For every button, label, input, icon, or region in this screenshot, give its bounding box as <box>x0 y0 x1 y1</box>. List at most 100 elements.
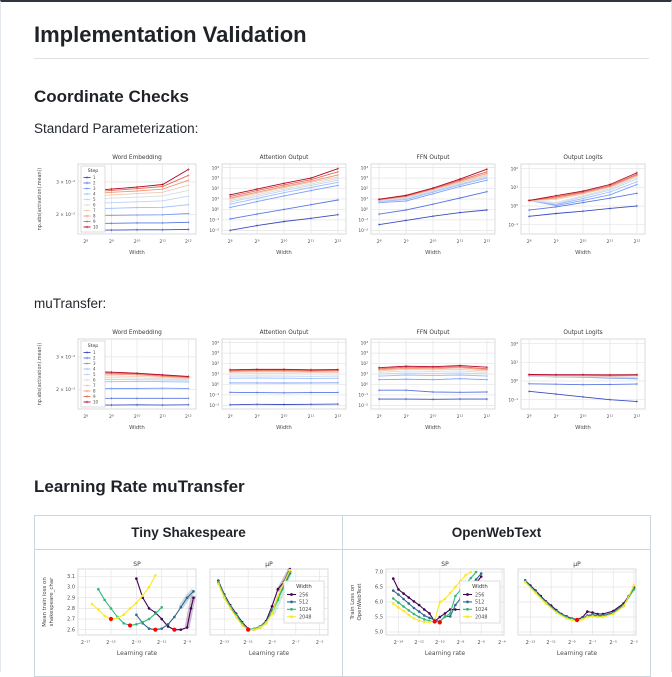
svg-text:3 × 10⁻²: 3 × 10⁻² <box>56 355 75 361</box>
svg-text:2⁻⁹: 2⁻⁹ <box>183 640 191 646</box>
svg-text:Learning rate: Learning rate <box>249 650 289 657</box>
svg-text:Train Loss on: Train Loss on <box>350 585 356 621</box>
svg-text:10⁻¹: 10⁻¹ <box>359 217 369 223</box>
output-logits-mup-chart: 2⁸ 2⁹ 2¹⁰ 2¹¹ 2¹² 10² 10¹ 10⁰ 10⁻¹ Output Logits W… <box>508 330 646 431</box>
svg-text:10⁴: 10⁴ <box>361 340 369 346</box>
svg-text:Width: Width <box>575 250 591 256</box>
svg-text:FFN Output: FFN Output <box>417 155 451 161</box>
svg-text:2⁹: 2⁹ <box>404 239 409 245</box>
svg-text:2¹²: 2¹² <box>335 414 342 420</box>
table-header-row: Tiny Shakespeare OpenWebText <box>34 515 651 550</box>
svg-text:Learning rate: Learning rate <box>117 650 157 657</box>
mup-coordinate-check-charts: 2⁸ 2⁹ 2¹⁰ 2¹¹ 2¹² 2 × 10⁻² 3 × 10⁻² Word Embedd… <box>34 325 649 443</box>
svg-text:2⁹: 2⁹ <box>404 414 409 420</box>
sp-coordinate-check-charts: 2⁸ 2⁹ 2¹⁰ 2¹¹ 2¹² 2 × 10⁻² 3 × 10⁻² Word Embedd… <box>34 150 649 268</box>
svg-text:10¹: 10¹ <box>212 372 220 378</box>
svg-text:2⁻⁵: 2⁻⁵ <box>316 640 324 646</box>
svg-text:10⁻²: 10⁻² <box>359 228 369 234</box>
svg-text:10⁻¹: 10⁻¹ <box>508 397 518 403</box>
svg-text:np.abs(activation).mean(): np.abs(activation).mean() <box>37 343 43 406</box>
svg-text:5.0: 5.0 <box>375 630 383 636</box>
svg-text:2⁻³: 2⁻³ <box>630 640 638 646</box>
svg-text:FFN Output: FFN Output <box>417 330 451 336</box>
column-header-openwebtext: OpenWebText <box>342 515 651 550</box>
svg-text:2⁻¹³: 2⁻¹³ <box>526 640 536 646</box>
svg-text:2⁸: 2⁸ <box>83 414 88 420</box>
svg-text:3 × 10⁻²: 3 × 10⁻² <box>56 180 75 186</box>
svg-text:2⁻¹⁵: 2⁻¹⁵ <box>106 640 116 646</box>
svg-text:5.5: 5.5 <box>375 615 383 621</box>
svg-text:2⁻¹⁰: 2⁻¹⁰ <box>435 640 445 646</box>
svg-text:8: 8 <box>93 389 96 394</box>
svg-text:3: 3 <box>93 186 96 191</box>
svg-text:2¹¹: 2¹¹ <box>308 414 315 420</box>
svg-text:10²: 10² <box>510 341 518 347</box>
svg-text:2⁻⁹: 2⁻⁹ <box>568 640 576 646</box>
svg-text:1024: 1024 <box>475 607 487 613</box>
lr-transfer-table: Tiny Shakespeare OpenWebText Mean train … <box>34 515 651 677</box>
svg-text:2⁸: 2⁸ <box>377 239 382 245</box>
svg-text:2⁻⁸: 2⁻⁸ <box>457 640 465 646</box>
svg-text:SP: SP <box>133 561 141 568</box>
section-heading-lr-mutransfer: Learning Rate muTransfer <box>34 477 245 496</box>
svg-text:512: 512 <box>475 600 484 606</box>
svg-text:Mean train loss on: Mean train loss on <box>42 577 48 627</box>
svg-text:2⁸: 2⁸ <box>526 239 531 245</box>
svg-text:2⁻¹¹: 2⁻¹¹ <box>546 640 556 646</box>
svg-text:2¹²: 2¹² <box>185 414 192 420</box>
svg-text:2¹²: 2¹² <box>185 239 192 245</box>
svg-text:10⁰: 10⁰ <box>361 382 369 388</box>
svg-text:Width: Width <box>129 425 145 431</box>
svg-text:256: 256 <box>475 592 484 598</box>
svg-text:4: 4 <box>93 192 96 197</box>
svg-text:10³: 10³ <box>361 176 369 182</box>
svg-text:2¹⁰: 2¹⁰ <box>430 239 437 245</box>
svg-text:10⁻²: 10⁻² <box>210 228 220 234</box>
tiny-shakespeare-chart: Mean train loss on shakespeare_char 2⁻¹⁷ 2⁻… <box>40 558 337 668</box>
svg-text:2⁻¹¹: 2⁻¹¹ <box>157 640 167 646</box>
svg-text:2: 2 <box>93 181 96 186</box>
svg-text:2¹¹: 2¹¹ <box>606 414 613 420</box>
svg-text:Attention Output: Attention Output <box>260 330 309 336</box>
svg-text:10¹: 10¹ <box>212 197 220 203</box>
svg-text:10: 10 <box>93 225 99 230</box>
svg-text:Width: Width <box>575 425 591 431</box>
svg-text:10⁰: 10⁰ <box>361 207 369 213</box>
svg-text:2¹¹: 2¹¹ <box>606 239 613 245</box>
word-embedding-mup-chart: 2⁸ 2⁹ 2¹⁰ 2¹¹ 2¹² 2 × 10⁻² 3 × 10⁻² Word Embedd… <box>37 330 197 431</box>
svg-text:10¹: 10¹ <box>361 197 369 203</box>
svg-text:10⁻²: 10⁻² <box>210 403 220 409</box>
svg-text:2¹²: 2¹² <box>484 239 491 245</box>
svg-text:2¹⁰: 2¹⁰ <box>281 239 288 245</box>
document-page: Implementation Validation Coordinate Che… <box>1 22 671 677</box>
svg-text:6.5: 6.5 <box>375 585 383 591</box>
ffn-output-mup-chart: 2⁸ 2⁹ 2¹⁰ 2¹¹ 2¹² 10⁴ 10³ 10² 10¹ 10⁰ 10⁻¹ 10⁻² FFN … <box>359 330 496 431</box>
svg-text:2⁸: 2⁸ <box>526 414 531 420</box>
svg-text:2⁹: 2⁹ <box>109 414 114 420</box>
svg-text:Learning rate: Learning rate <box>557 650 597 657</box>
svg-text:2⁻¹²: 2⁻¹² <box>414 640 424 646</box>
openwebtext-figure: Train Loss on OpenWebText 2⁻¹⁴ 2⁻¹² 2⁻¹⁰ 2⁻⁸ 2… <box>350 561 638 657</box>
svg-text:10¹: 10¹ <box>361 372 369 378</box>
svg-text:7: 7 <box>93 383 96 388</box>
attention-output-mup-chart: 2⁸ 2⁹ 2¹⁰ 2¹¹ 2¹² 10⁴ 10³ 10² 10¹ 10⁰ 10⁻¹ 10⁻² Atte… <box>210 330 347 431</box>
svg-text:2⁹: 2⁹ <box>553 414 558 420</box>
svg-text:2¹⁰: 2¹⁰ <box>579 239 586 245</box>
svg-text:2⁸: 2⁸ <box>228 239 233 245</box>
tiny-shakespeare-figure: Mean train loss on shakespeare_char 2⁻¹⁷ 2⁻… <box>42 561 329 657</box>
svg-text:10²: 10² <box>510 166 518 172</box>
mutransfer-label: muTransfer: <box>34 296 107 311</box>
attention-output-sp-chart: 2⁸ 2⁹ 2¹⁰ 2¹¹ 2¹² 10⁴ 10³ 10² 10¹ 10⁰ 10⁻¹ 10⁻² Atte… <box>210 155 347 256</box>
svg-text:Output Logits: Output Logits <box>563 330 602 336</box>
openwebtext-chart: Train Loss on OpenWebText 2⁻¹⁴ 2⁻¹² 2⁻¹⁰ 2⁻⁸ 2… <box>348 558 645 668</box>
svg-text:2048: 2048 <box>475 615 487 621</box>
svg-text:2⁹: 2⁹ <box>255 414 260 420</box>
svg-text:5: 5 <box>93 372 96 377</box>
svg-text:2¹²: 2¹² <box>484 414 491 420</box>
svg-text:10⁴: 10⁴ <box>212 165 220 171</box>
svg-text:10⁰: 10⁰ <box>510 204 518 210</box>
svg-text:10⁻¹: 10⁻¹ <box>508 222 518 228</box>
svg-text:6.0: 6.0 <box>375 600 383 606</box>
output-logits-sp-chart: 2⁸ 2⁹ 2¹⁰ 2¹¹ 2¹² 10² 10¹ 10⁰ 10⁻¹ Output Logits W… <box>508 155 646 256</box>
svg-text:10⁻¹: 10⁻¹ <box>359 392 369 398</box>
